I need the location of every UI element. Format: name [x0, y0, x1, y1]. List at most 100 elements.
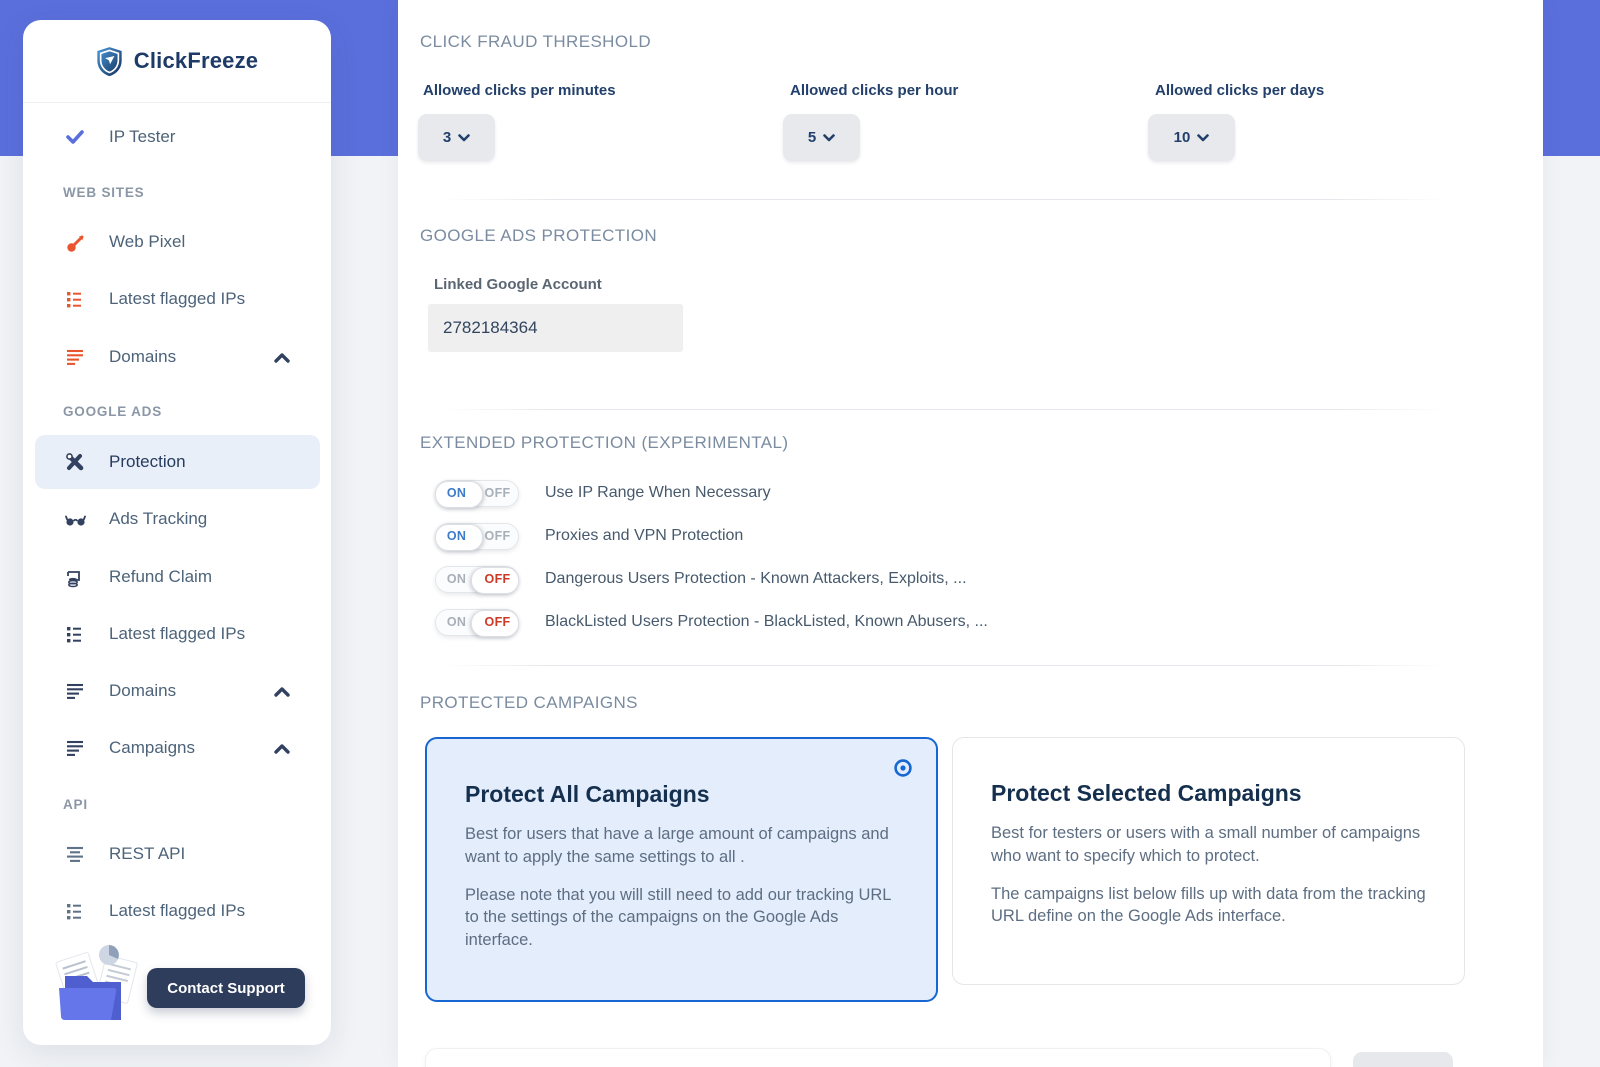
dropdown-value: 3 — [442, 129, 452, 146]
main-content-panel: CLICK FRAUD THRESHOLD Allowed clicks per… — [398, 0, 1543, 1067]
sidebar-item-label: Ads Tracking — [109, 509, 208, 528]
toggle-row-proxies-vpn: ON OFF Proxies and VPN Protection — [435, 522, 744, 551]
label-allowed-clicks-per-days: Allowed clicks per days — [1155, 82, 1325, 99]
logo: ClickFreeze — [23, 20, 331, 103]
toggle-on-label[interactable]: ON — [446, 529, 467, 543]
sidebar-section-api: API — [63, 797, 88, 812]
section-title-google-ads-protection: GOOGLE ADS PROTECTION — [420, 226, 657, 245]
card-paragraph: Please note that you will still need to … — [465, 885, 891, 950]
toggle-row-dangerous-users: ON OFF Dangerous Users Protection - Know… — [435, 565, 967, 594]
sidebar-item-web-pixel[interactable]: Web Pixel — [63, 225, 313, 259]
sidebar-section-google-ads: GOOGLE ADS — [63, 404, 163, 419]
toggle-proxies-vpn[interactable]: ON OFF — [435, 522, 519, 551]
lines-icon — [63, 347, 87, 368]
toggle-label: Proxies and VPN Protection — [545, 527, 744, 544]
toggle-on-label[interactable]: ON — [446, 615, 467, 629]
linked-google-account-input[interactable] — [428, 304, 683, 352]
card-paragraph: Best for testers or users with a small n… — [991, 824, 1421, 865]
toggle-off-label[interactable]: OFF — [484, 529, 511, 543]
dropdown-clicks-per-hour[interactable]: 5 — [783, 114, 860, 161]
pixel-icon — [63, 233, 87, 252]
check-icon — [63, 127, 87, 147]
divider — [443, 665, 1445, 666]
label-allowed-clicks-per-minutes: Allowed clicks per minutes — [423, 82, 616, 99]
campaign-list-bar[interactable] — [425, 1048, 1331, 1067]
toggle-row-ip-range: ON OFF Use IP Range When Necessary — [435, 479, 771, 508]
sidebar-item-latest-flagged-ips-googleads[interactable]: Latest flagged IPs — [63, 617, 313, 651]
sidebar-item-label: Campaigns — [109, 738, 195, 757]
toggle-on-label[interactable]: ON — [446, 572, 467, 586]
chevron-down-icon — [823, 133, 835, 141]
brand-name: ClickFreeze — [133, 48, 259, 73]
shield-logo-icon — [97, 46, 122, 76]
sidebar-item-label: Domains — [109, 347, 177, 366]
toggle-label: BlackListed Users Protection - BlackList… — [545, 613, 988, 630]
sidebar: ClickFreeze IP Tester WEB SITES Web Pixe… — [23, 20, 331, 1045]
sidebar-item-latest-flagged-ips-api[interactable]: Latest flagged IPs — [63, 894, 313, 928]
chevron-down-icon — [1197, 133, 1210, 141]
sidebar-item-ip-tester[interactable]: IP Tester — [63, 120, 313, 154]
list-icon — [63, 624, 87, 645]
toggle-label: Dangerous Users Protection - Known Attac… — [545, 570, 967, 587]
sidebar-item-label: REST API — [109, 844, 186, 863]
toggle-on-label[interactable]: ON — [446, 486, 467, 500]
label-linked-google-account: Linked Google Account — [434, 276, 602, 293]
campaign-list-button[interactable] — [1353, 1052, 1453, 1067]
lines-icon — [63, 681, 87, 702]
toggle-row-blacklisted-users: ON OFF BlackListed Users Protection - Bl… — [435, 608, 988, 637]
dropdown-clicks-per-minutes[interactable]: 3 — [418, 114, 495, 161]
sidebar-item-campaigns[interactable]: Campaigns — [63, 731, 313, 765]
lines-icon — [63, 844, 87, 865]
sidebar-item-domains-websites[interactable]: Domains — [63, 340, 313, 374]
sidebar-item-label: Protection — [109, 452, 186, 471]
chevron-up-icon[interactable] — [273, 349, 291, 365]
radio-selected-icon[interactable] — [892, 757, 914, 779]
sidebar-item-label: Web Pixel — [109, 232, 186, 251]
sidebar-item-label: Latest flagged IPs — [109, 901, 246, 920]
card-title: Protect Selected Campaigns — [991, 780, 1302, 806]
section-title-extended-protection: EXTENDED PROTECTION (EXPERIMENTAL) — [420, 433, 789, 452]
sidebar-item-domains-googleads[interactable]: Domains — [63, 674, 313, 708]
toggle-off-label[interactable]: OFF — [484, 615, 511, 629]
sidebar-item-label: Domains — [109, 681, 177, 700]
toggle-dangerous-users[interactable]: ON OFF — [435, 565, 519, 594]
toggle-off-label[interactable]: OFF — [484, 486, 511, 500]
toggle-use-ip-range[interactable]: ON OFF — [435, 479, 519, 508]
support-folder-illustration — [55, 945, 138, 1020]
sidebar-item-protection[interactable]: Protection — [35, 435, 320, 489]
sidebar-item-label: Latest flagged IPs — [109, 624, 246, 643]
dropdown-value: 5 — [807, 129, 817, 146]
toggle-blacklisted-users[interactable]: ON OFF — [435, 608, 519, 637]
card-protect-selected-campaigns[interactable]: Protect Selected Campaigns Best for test… — [952, 737, 1465, 985]
sidebar-item-label: Refund Claim — [109, 567, 212, 586]
card-title: Protect All Campaigns — [465, 781, 710, 807]
list-icon — [63, 901, 87, 922]
sidebar-item-label: Latest flagged IPs — [109, 289, 246, 308]
lines-icon — [63, 738, 87, 759]
refund-icon — [63, 567, 87, 588]
sidebar-item-rest-api[interactable]: REST API — [63, 837, 313, 871]
card-paragraph: The campaigns list below fills up with d… — [991, 884, 1426, 926]
card-protect-all-campaigns[interactable]: Protect All Campaigns Best for users tha… — [425, 737, 938, 1002]
card-paragraph: Best for users that have a large amount … — [465, 825, 889, 866]
sidebar-item-refund-claim[interactable]: Refund Claim — [63, 560, 313, 594]
contact-support-button[interactable]: Contact Support — [147, 968, 305, 1008]
toggle-off-label[interactable]: OFF — [484, 572, 511, 586]
glasses-icon — [63, 509, 87, 529]
sidebar-item-ads-tracking[interactable]: Ads Tracking — [63, 502, 313, 536]
chevron-up-icon[interactable] — [273, 740, 291, 756]
sidebar-item-label: IP Tester — [109, 127, 176, 146]
list-icon — [63, 289, 87, 310]
dropdown-clicks-per-days[interactable]: 10 — [1148, 114, 1235, 161]
sidebar-section-web-sites: WEB SITES — [63, 185, 145, 200]
divider — [443, 409, 1445, 410]
toggle-label: Use IP Range When Necessary — [545, 484, 771, 501]
section-title-protected-campaigns: PROTECTED CAMPAIGNS — [420, 693, 638, 712]
tools-icon — [63, 452, 87, 472]
chevron-down-icon — [458, 133, 470, 141]
dropdown-value: 10 — [1173, 129, 1191, 146]
section-title-click-fraud-threshold: CLICK FRAUD THRESHOLD — [420, 32, 652, 51]
chevron-up-icon[interactable] — [273, 683, 291, 699]
sidebar-item-latest-flagged-ips-websites[interactable]: Latest flagged IPs — [63, 282, 313, 316]
divider — [443, 199, 1445, 200]
